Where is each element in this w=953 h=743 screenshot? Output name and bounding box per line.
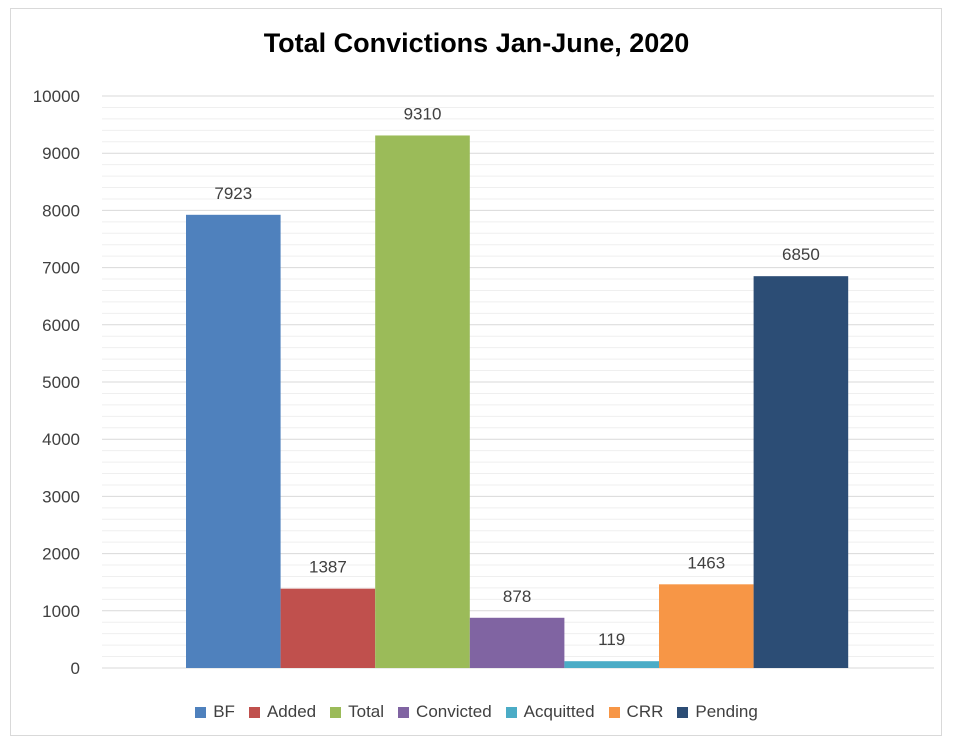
- bars: [186, 135, 849, 669]
- y-tick-label: 4000: [42, 430, 80, 449]
- y-axis: 0 1000 2000 3000 4000 5000 6000 7000 8000 9000 100…: [33, 87, 934, 678]
- bar-total: [375, 135, 470, 668]
- legend-label: Convicted: [416, 702, 492, 721]
- legend-label: Added: [266, 702, 317, 721]
- data-label-bf: 7923: [214, 184, 252, 203]
- data-label-added: 1387: [309, 558, 347, 577]
- legend-item-total: Total: [330, 702, 384, 722]
- y-tick-label: 5000: [42, 373, 80, 392]
- y-tick-label: 9000: [42, 144, 80, 163]
- data-label-acquitted: 119: [598, 630, 625, 649]
- legend-swatch: [677, 706, 689, 718]
- y-tick-label: 1000: [42, 602, 80, 621]
- bar-acquitted: [564, 661, 659, 668]
- legend-label: CRR: [626, 702, 664, 721]
- legend-label: BF: [213, 702, 235, 721]
- legend-swatch: [398, 706, 410, 718]
- y-tick-label: 10000: [33, 87, 80, 106]
- legend-label: Total: [348, 702, 385, 721]
- bar-added: [280, 588, 376, 668]
- legend-swatch: [608, 706, 620, 718]
- legend-swatch: [248, 706, 260, 718]
- legend-label: Acquitted: [523, 702, 595, 721]
- chart-title: Total Convictions Jan-June, 2020: [263, 28, 690, 58]
- data-labels: 7923 1387 9310 878 119 1463 6850: [214, 104, 819, 649]
- y-tick-label: 7000: [42, 259, 80, 278]
- data-label-crr: 1463: [687, 553, 725, 572]
- legend-item-added: Added: [248, 702, 317, 722]
- data-label-convicted: 878: [503, 587, 531, 606]
- legend-item-acquitted: Acquitted: [505, 702, 595, 722]
- y-tick-label: 8000: [42, 201, 80, 220]
- bar-pending: [753, 276, 849, 668]
- bar-bf: [186, 214, 281, 669]
- y-tick-label: 0: [71, 659, 80, 678]
- legend: BF Added Total Convicted Acquitted CRR Pending: [0, 702, 953, 722]
- legend-item-crr: CRR: [608, 702, 664, 722]
- bar-convicted: [469, 617, 565, 668]
- y-tick-label: 3000: [42, 487, 80, 506]
- y-tick-label: 6000: [42, 316, 80, 335]
- legend-label: Pending: [695, 702, 758, 721]
- legend-swatch: [505, 706, 517, 718]
- y-tick-label: 2000: [42, 545, 80, 564]
- legend-swatch: [195, 706, 207, 718]
- data-label-pending: 6850: [782, 245, 820, 264]
- data-label-total: 9310: [404, 104, 442, 123]
- legend-swatch: [330, 706, 342, 718]
- legend-item-bf: BF: [195, 702, 235, 722]
- legend-item-pending: Pending: [677, 702, 758, 722]
- bar-crr: [659, 584, 754, 668]
- legend-item-convicted: Convicted: [398, 702, 492, 722]
